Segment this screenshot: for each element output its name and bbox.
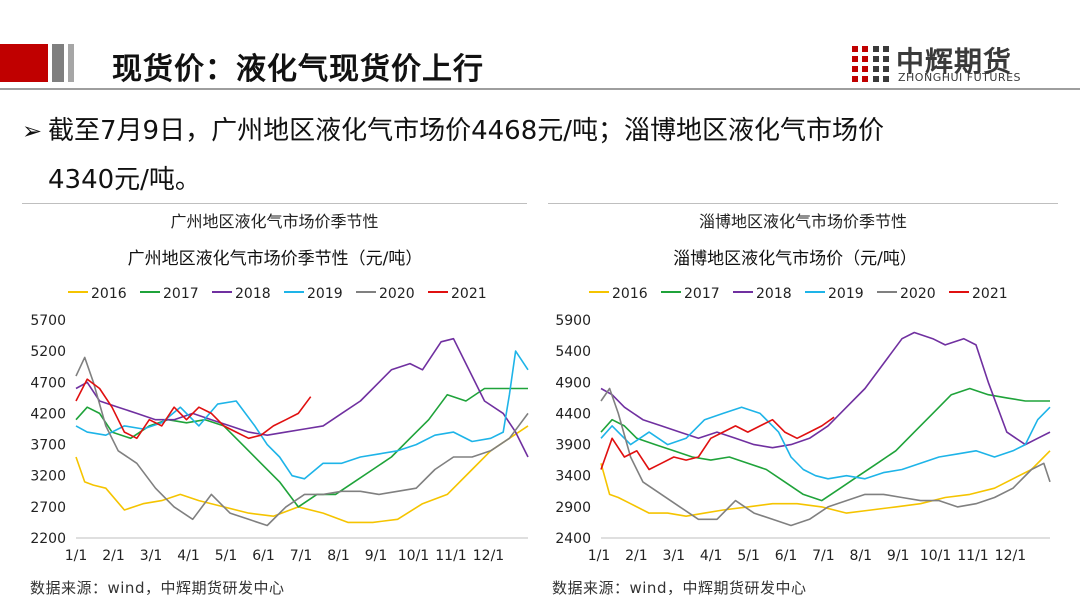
title-divider [0, 88, 1080, 90]
y-tick-label: 4900 [555, 375, 591, 391]
x-tick-label: 11/1 [435, 548, 466, 564]
x-tick-label: 9/1 [365, 548, 388, 564]
logo-english-name: ZHONGHUI FUTURES [898, 71, 1022, 84]
series-line-2020 [600, 387, 1051, 527]
left-data-source: 数据来源：wind，中辉期货研发中心 [30, 579, 285, 597]
guangzhou-lpg-chart: 广州地区液化气市场价季节性（元/吨） 2016 2017 2018 2019 2020 20… [30, 249, 529, 564]
x-tick-label: 6/1 [775, 548, 798, 564]
logo-chinese-name: 中辉期货 [896, 45, 1013, 78]
series-line-2021 [75, 378, 312, 440]
x-tick-label: 3/1 [140, 548, 163, 564]
x-tick-label: 11/1 [957, 548, 988, 564]
legend-label-2016: 2016 [91, 286, 127, 302]
x-tick-label: 2/1 [625, 548, 648, 564]
series-line-2020 [75, 356, 529, 527]
legend-label-2018: 2018 [235, 286, 271, 302]
y-tick-label: 4700 [30, 375, 66, 391]
zibo-lpg-chart: 淄博地区液化气市场价（元/吨） 2016 2017 2018 2019 2020 2021 2… [555, 249, 1051, 564]
slide-header: 现货价：液化气现货价上行 中辉期货 ZHONGHUI FUTURES [0, 0, 1080, 100]
header-grey-bar-thin [68, 44, 74, 82]
right-panel-divider [548, 203, 1058, 204]
page-title: 现货价：液化气现货价上行 [112, 52, 484, 87]
series-line-2017 [75, 387, 528, 508]
y-tick-label: 4200 [30, 406, 66, 422]
x-tick-label: 10/1 [920, 548, 951, 564]
x-tick-label: 12/1 [473, 548, 504, 564]
bullet-arrow-icon: ➢ [22, 117, 43, 145]
y-tick-label: 3900 [555, 438, 591, 454]
x-tick-label: 1/1 [588, 548, 611, 564]
x-tick-label: 8/1 [850, 548, 873, 564]
y-tick-label: 4400 [555, 406, 591, 422]
series-line-2019 [600, 406, 1051, 480]
y-tick-label: 5900 [555, 313, 591, 329]
legend-label-2018: 2018 [756, 286, 792, 302]
left-panel-divider [22, 203, 527, 204]
header-grey-bar [52, 44, 64, 82]
chart-title: 广州地区液化气市场价季节性（元/吨） [128, 249, 423, 269]
y-tick-label: 5400 [555, 344, 591, 360]
y-tick-label: 2200 [30, 531, 66, 547]
x-tick-label: 7/1 [812, 548, 835, 564]
x-tick-label: 12/1 [995, 548, 1026, 564]
summary-line-1: 截至7月9日，广州地区液化气市场价4468元/吨；淄博地区液化气市场价 [48, 116, 885, 146]
x-tick-label: 7/1 [290, 548, 313, 564]
x-tick-label: 8/1 [327, 548, 350, 564]
x-tick-label: 6/1 [252, 548, 275, 564]
company-logo: 中辉期货 ZHONGHUI FUTURES [852, 44, 1042, 86]
y-tick-label: 3400 [555, 469, 591, 485]
series-line-2021 [600, 416, 835, 471]
legend-label-2019: 2019 [828, 286, 864, 302]
x-tick-label: 9/1 [887, 548, 910, 564]
summary-bullet: ➢ 截至7月9日，广州地区液化气市场价4468元/吨；淄博地区液化气市场价 434… [22, 107, 1072, 205]
right-data-source: 数据来源：wind，中辉期货研发中心 [552, 579, 807, 597]
x-tick-label: 10/1 [398, 548, 429, 564]
left-panel-title: 广州地区液化气市场价季节性 [170, 212, 379, 231]
y-tick-label: 2900 [555, 500, 591, 516]
logo-mark-icon [852, 46, 889, 82]
series-line-2016 [75, 425, 529, 524]
x-tick-label: 5/1 [215, 548, 238, 564]
y-tick-label: 5200 [30, 344, 66, 360]
y-tick-label: 3200 [30, 469, 66, 485]
x-tick-label: 5/1 [737, 548, 760, 564]
y-tick-label: 5700 [30, 313, 66, 329]
x-tick-label: 4/1 [700, 548, 723, 564]
legend-label-2016: 2016 [612, 286, 648, 302]
y-tick-label: 3700 [30, 438, 66, 454]
series-line-2018 [75, 337, 529, 458]
chart-title: 淄博地区液化气市场价（元/吨） [673, 249, 917, 269]
x-tick-label: 4/1 [177, 548, 200, 564]
legend-label-2017: 2017 [684, 286, 720, 302]
legend-label-2019: 2019 [307, 286, 343, 302]
series-line-2018 [600, 331, 1051, 449]
x-tick-label: 2/1 [102, 548, 125, 564]
legend-label-2020: 2020 [379, 286, 415, 302]
series-line-2016 [600, 450, 1051, 518]
x-tick-label: 1/1 [65, 548, 88, 564]
legend-label-2017: 2017 [163, 286, 199, 302]
summary-line-2: 4340元/吨。 [48, 165, 201, 195]
series-line-2019 [75, 350, 529, 480]
y-tick-label: 2700 [30, 500, 66, 516]
legend-label-2021: 2021 [972, 286, 1008, 302]
header-red-bar [0, 44, 48, 82]
series-line-2017 [600, 387, 1050, 502]
legend-label-2020: 2020 [900, 286, 936, 302]
legend-label-2021: 2021 [451, 286, 487, 302]
right-panel-title: 淄博地区液化气市场价季节性 [698, 212, 907, 231]
x-tick-label: 3/1 [663, 548, 686, 564]
y-tick-label: 2400 [555, 531, 591, 547]
